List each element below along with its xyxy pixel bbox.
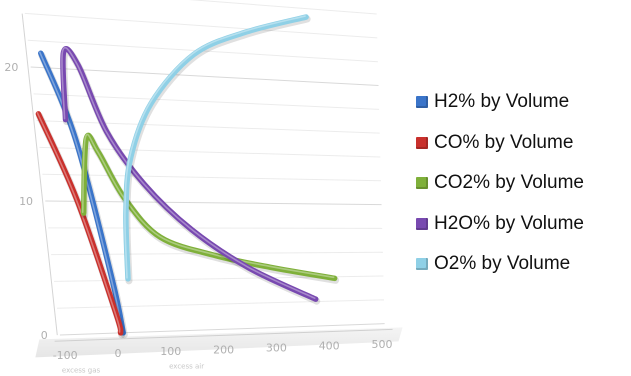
legend-label: O2% by Volume bbox=[434, 253, 571, 275]
x-tick-label: 200 bbox=[213, 343, 234, 356]
x-axis-line bbox=[54, 328, 393, 342]
grid bbox=[24, 0, 403, 358]
series-highlight-h2-by-volume bbox=[39, 51, 124, 333]
x-tick-label: 400 bbox=[319, 340, 340, 353]
legend: H2% by Volume CO% by Volume CO2% by Volume… bbox=[416, 82, 628, 285]
legend-label: CO% by Volume bbox=[434, 131, 574, 153]
chart-floor bbox=[35, 327, 403, 358]
legend-swatch bbox=[416, 136, 428, 149]
grid-line bbox=[48, 227, 383, 229]
series-highlight-co2-by-volume bbox=[81, 133, 335, 279]
series-highlight-h2o-by-volume bbox=[61, 46, 316, 299]
x-tick-label: 0 bbox=[115, 347, 122, 360]
grid-line bbox=[36, 120, 380, 134]
grid-line bbox=[30, 66, 379, 87]
x-tick-label: 500 bbox=[372, 338, 393, 351]
series-line-co-by-volume bbox=[35, 111, 124, 336]
grid-line bbox=[45, 200, 382, 206]
axes bbox=[21, 13, 393, 342]
series-line-h2o-by-volume bbox=[60, 46, 319, 302]
grid-line bbox=[24, 12, 378, 39]
series-line-h2-by-volume bbox=[38, 50, 127, 336]
grid-line bbox=[59, 323, 385, 336]
legend-label: H2% by Volume bbox=[434, 91, 570, 113]
series-shadow-o2-by-volume bbox=[123, 15, 311, 285]
grid-line bbox=[188, 0, 377, 15]
legend-item: H2% by Volume bbox=[416, 82, 628, 123]
series-layer bbox=[35, 14, 340, 339]
grid-line bbox=[56, 299, 385, 309]
y-tick-label: 10 bbox=[19, 195, 33, 208]
y-tick-label: 0 bbox=[41, 329, 48, 342]
series-highlight-o2-by-volume bbox=[124, 15, 306, 279]
grid-line bbox=[42, 173, 381, 182]
legend-item: O2% by Volume bbox=[416, 244, 628, 285]
legend-swatch bbox=[416, 96, 428, 109]
grid-line bbox=[39, 146, 381, 158]
series-highlight-co-by-volume bbox=[36, 112, 121, 333]
legend-item: CO2% by Volume bbox=[416, 163, 628, 204]
legend-label: H2O% by Volume bbox=[434, 212, 584, 234]
tick-labels: -100 0 100 200 300 400 500 0 10 20 excess gas exces… bbox=[4, 61, 392, 374]
legend-label: CO2% by Volume bbox=[434, 172, 584, 194]
legend-swatch bbox=[416, 217, 428, 230]
x-axis-caption: excess air bbox=[169, 363, 204, 371]
grid-line bbox=[33, 93, 380, 110]
series-line-co2-by-volume bbox=[80, 132, 338, 282]
x-tick-label: 100 bbox=[160, 345, 181, 358]
legend-item: H2O% by Volume bbox=[416, 204, 628, 245]
legend-item: CO% by Volume bbox=[416, 123, 628, 164]
legend-swatch bbox=[416, 258, 428, 271]
x-axis-caption: excess gas bbox=[62, 366, 101, 374]
series-line-o2-by-volume bbox=[123, 14, 309, 282]
y-tick-label: 20 bbox=[4, 61, 18, 74]
x-tick-label: 300 bbox=[266, 341, 287, 354]
legend-swatch bbox=[416, 177, 428, 190]
x-tick-label: -100 bbox=[53, 349, 78, 362]
y-axis-line bbox=[21, 13, 58, 336]
